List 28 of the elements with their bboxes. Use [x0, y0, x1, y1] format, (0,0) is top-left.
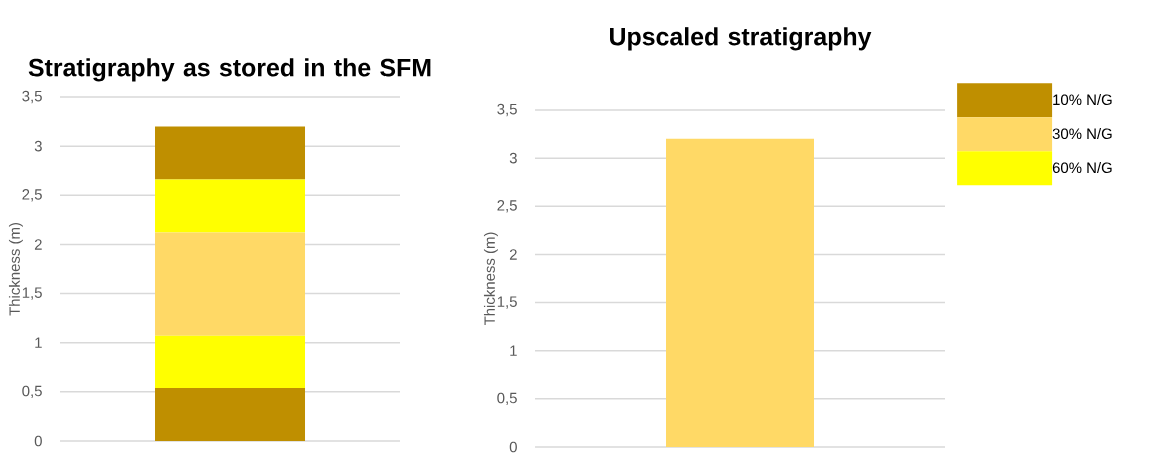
y-tick-label: 2: [34, 239, 42, 250]
y-tick-label: 2: [509, 249, 517, 260]
y-axis-title: Thickness (m): [483, 232, 498, 326]
y-tick-label: 3,5: [22, 90, 42, 104]
text: 60% N/G: [1052, 162, 1112, 174]
y-tick-label: 1: [35, 337, 42, 348]
y-tick-label: 0,5: [497, 392, 517, 406]
bar: [155, 387, 306, 441]
text: 30% N/G: [1052, 128, 1112, 140]
y-axis-title: Thickness (m): [8, 223, 23, 316]
y-tick-label: 0: [34, 435, 42, 447]
chart-title: Upscaled stratigraphy: [610, 27, 872, 51]
y-tick-label: 2,5: [22, 189, 42, 202]
y-tick-label: 3,5: [497, 103, 517, 117]
y-tick-label: 1,5: [497, 296, 517, 309]
chart-title: Stratigraphy as stored in the SFM: [28, 58, 431, 82]
bar: [155, 126, 306, 180]
y-tick-label: 0: [509, 441, 517, 453]
bar: [155, 335, 306, 388]
y-tick-label: 2,5: [497, 200, 517, 213]
bar: [155, 232, 306, 336]
y-tick-label: 3: [509, 152, 517, 164]
y-tick-label: 1: [510, 345, 517, 356]
y-tick-label: 0,5: [22, 385, 42, 399]
bar: [155, 179, 306, 233]
y-tick-label: 3: [34, 140, 42, 152]
y-tick-label: 1,5: [22, 287, 42, 300]
text: 10% N/G: [1053, 94, 1112, 106]
